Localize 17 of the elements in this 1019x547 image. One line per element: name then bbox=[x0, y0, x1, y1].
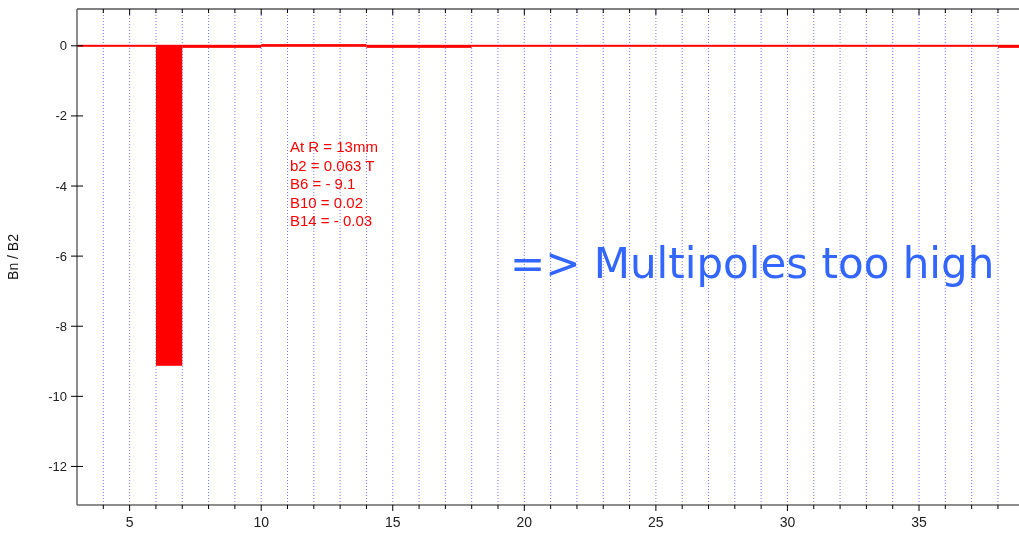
y-tick-label: -8 bbox=[55, 318, 67, 334]
annotation: At R = 13mm b2 = 0.063 T B6 = - 9.1 B10 = 0.02 B14 = - 0.03 bbox=[290, 138, 378, 229]
x-tick-label: 10 bbox=[253, 514, 270, 530]
x-tick-label: 5 bbox=[125, 514, 134, 530]
y-tick-label: -6 bbox=[55, 248, 67, 264]
x-tick-label: 20 bbox=[516, 514, 533, 530]
y-tick-label: -10 bbox=[48, 388, 67, 404]
y-axis-title: Bn / B2 bbox=[5, 233, 21, 280]
x-tick-label: 35 bbox=[911, 514, 928, 530]
x-tick-label: 15 bbox=[384, 514, 401, 530]
x-tick-label: 30 bbox=[779, 514, 796, 530]
annotation: => Multipoles too high bbox=[510, 239, 995, 288]
y-tick-label: 0 bbox=[59, 38, 67, 54]
y-tick-label: -4 bbox=[55, 178, 67, 194]
y-tick-label: -12 bbox=[48, 458, 67, 474]
x-tick-label: 25 bbox=[648, 514, 664, 530]
y-tick-label: -2 bbox=[55, 108, 67, 124]
